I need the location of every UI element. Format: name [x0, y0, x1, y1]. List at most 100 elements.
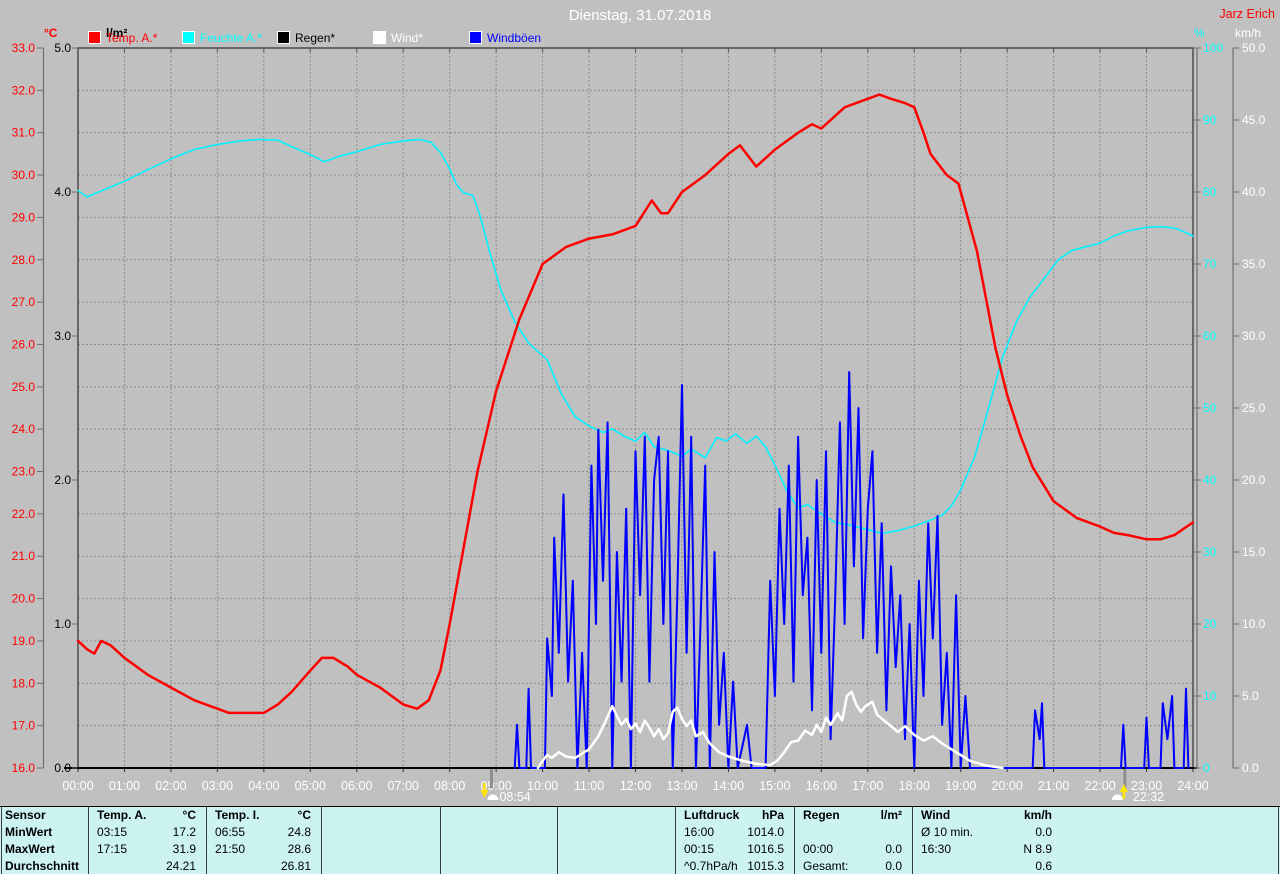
temp-axis-tick-label: 23.0 — [12, 465, 36, 479]
legend-swatch-icon — [469, 31, 482, 44]
table-row — [440, 841, 557, 858]
wind-axis-tick-label: 45.0 — [1242, 113, 1266, 127]
table-cell-value: N 8.9 — [1023, 842, 1052, 856]
hour-label: 02:00 — [155, 779, 186, 793]
temp-axis-tick-label: 28.0 — [12, 253, 36, 267]
table-cell-time: 00:15 — [684, 842, 715, 856]
table-cell-time: 17:15 — [97, 842, 128, 856]
legend-item-2: Feuchte A.* — [182, 30, 263, 45]
left-axis-unit-celsius: °C — [44, 26, 58, 40]
wind-axis-tick-label: 30.0 — [1242, 329, 1266, 343]
table-cell-time: 06:55 — [215, 825, 246, 839]
table-divider — [206, 807, 207, 874]
hour-label: 16:00 — [806, 779, 837, 793]
hour-label: 05:00 — [295, 779, 326, 793]
hour-label: 01:00 — [109, 779, 140, 793]
legend-label: Feuchte A.* — [200, 30, 263, 45]
legend-label: Regen* — [295, 30, 336, 45]
table-cell-time: Gesamt: — [803, 859, 849, 873]
temp-axis-tick-label: 18.0 — [12, 676, 36, 690]
table-row: 0.6 — [912, 858, 1062, 874]
table-row: ^0.7hPa/h 1015.3 — [675, 858, 794, 874]
table-row — [557, 858, 675, 874]
hour-label: 11:00 — [574, 779, 604, 793]
sunset-marker: 22:32 — [1111, 769, 1164, 804]
table-cell-time: 00:00 — [803, 842, 834, 856]
humidity-axis-tick-label: 40 — [1203, 473, 1217, 487]
hour-label: 00:00 — [62, 779, 93, 793]
table-row: Gesamt: 0.0 — [794, 858, 912, 874]
sun-on-horizon-icon — [487, 794, 499, 800]
table-group-title: Temp. A. — [97, 808, 147, 822]
table-group-unit: km/h — [1023, 808, 1052, 822]
table-group-title: Luftdruck — [684, 808, 740, 822]
page-title: Dienstag, 31.07.2018 — [568, 7, 712, 24]
table-divider — [675, 807, 676, 874]
legend-item-5: Windböen — [469, 30, 542, 45]
table-row: 21:50 28.6 — [206, 841, 321, 858]
table-group-empty — [321, 807, 440, 874]
hour-label: 07:00 — [388, 779, 419, 793]
table-row-label: MaxWert — [5, 842, 55, 856]
table-group-title: Regen — [803, 808, 840, 822]
table-row — [440, 858, 557, 874]
table-cell-time: 03:15 — [97, 825, 128, 839]
legend-label: Temp. A.* — [106, 30, 158, 45]
table-row — [794, 824, 912, 841]
table-cell-value: 17.2 — [172, 825, 196, 839]
table-group-title: Wind — [921, 808, 951, 822]
gridlines — [78, 48, 1193, 768]
table-cell-value: 1015.3 — [747, 859, 784, 873]
table-divider — [321, 807, 322, 874]
humidity-axis-tick-label: 50 — [1203, 401, 1217, 415]
hour-label: 04:00 — [248, 779, 279, 793]
table-cell-time: ^0.7hPa/h — [684, 859, 738, 873]
left-axis-unit-rain: l/m² — [106, 26, 128, 40]
table-row — [557, 841, 675, 858]
hour-label: 03:00 — [202, 779, 233, 793]
hour-label: 08:00 — [434, 779, 465, 793]
humidity-axis-tick-label: 60 — [1203, 329, 1217, 343]
table-cell-value: 0.6 — [1035, 859, 1052, 873]
legend-item-4: Wind* — [373, 31, 423, 45]
humidity-axis-tick-label: 0 — [1203, 761, 1210, 775]
table-divider — [794, 807, 795, 874]
hour-label: 18:00 — [899, 779, 930, 793]
temp-axis-tick-label: 16.0 — [12, 761, 36, 775]
hour-label: 09:00 — [480, 779, 511, 793]
hour-label: 12:00 — [620, 779, 651, 793]
wind-axis-tick-label: 25.0 — [1242, 401, 1266, 415]
weather-chart: 16.0 17.0 18.0 19.0 20.0 21.0 22.0 23.0 24.0 25.0… — [12, 41, 1266, 804]
hour-label: 06:00 — [341, 779, 372, 793]
table-row: 16:30 N 8.9 — [912, 841, 1062, 858]
right-axis-unit-humidity: % — [1194, 26, 1205, 40]
table-row: 17:15 31.9 — [88, 841, 206, 858]
legend-swatch-icon — [373, 31, 386, 44]
table-group-empty — [440, 807, 557, 874]
legend-swatch-icon — [88, 31, 101, 44]
wind-axis-tick-label: 50.0 — [1242, 41, 1266, 55]
hour-label: 24:00 — [1177, 779, 1208, 793]
table-cell-time: 16:00 — [684, 825, 715, 839]
legend-swatch-icon — [182, 31, 195, 44]
wind-axis-tick-label: 5.0 — [1242, 689, 1259, 703]
table-divider — [557, 807, 558, 874]
temp-axis-tick-label: 21.0 — [12, 549, 36, 563]
table-row: Ø 10 min. 0.0 — [912, 824, 1062, 841]
wind-axis-tick-label: 10.0 — [1242, 617, 1266, 631]
wind-axis-tick-label: 40.0 — [1242, 185, 1266, 199]
table-cell-value: 24.21 — [165, 859, 196, 873]
table-row — [321, 858, 440, 874]
temp-axis-tick-label: 32.0 — [12, 83, 36, 97]
legend-label: Windböen — [487, 30, 542, 45]
sunrise-marker: 08:54 — [480, 769, 531, 804]
rain-axis-tick-label: 0.0 — [54, 761, 71, 775]
hour-label: 13:00 — [666, 779, 697, 793]
temp-axis-tick-label: 30.0 — [12, 168, 36, 182]
temp-axis-tick-label: 20.0 — [12, 592, 36, 606]
table-row: 06:55 24.8 — [206, 824, 321, 841]
table-row — [321, 841, 440, 858]
table-group-tempi: Temp. I. °C 06:55 24.8 21:50 28.6 26.81 — [206, 807, 321, 874]
wind-axis-tick-label: 35.0 — [1242, 257, 1266, 271]
table-group-unit: l/m² — [880, 808, 902, 822]
